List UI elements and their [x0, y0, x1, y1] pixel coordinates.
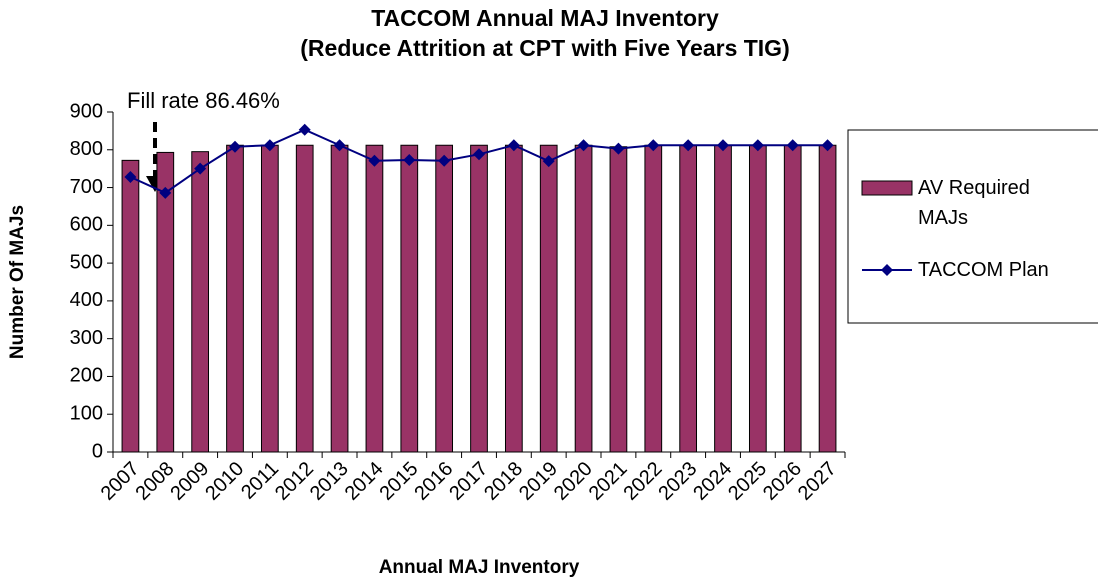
x-tick-label: 2013 — [306, 458, 353, 505]
line-marker — [368, 154, 381, 167]
bar — [644, 144, 663, 453]
bar — [295, 144, 314, 453]
line-marker — [507, 139, 520, 152]
line-marker — [333, 139, 346, 152]
legend-box — [847, 129, 1098, 324]
bar — [609, 146, 628, 453]
bar — [330, 144, 349, 453]
x-tick-label: 2021 — [585, 458, 632, 505]
x-tick-label: 2010 — [201, 458, 248, 505]
line-marker — [682, 139, 695, 152]
x-tick-label: 2024 — [689, 458, 736, 505]
line-marker — [263, 139, 276, 152]
x-tick-label: 2019 — [515, 458, 562, 505]
legend-label: TACCOM Plan — [918, 259, 1049, 281]
line-marker — [159, 186, 172, 199]
x-tick-label: 2022 — [620, 458, 667, 505]
x-axis-title: Annual MAJ Inventory — [379, 557, 580, 578]
line-marker — [473, 148, 485, 161]
chart-title: TACCOM Annual MAJ Inventory — [371, 5, 719, 31]
x-tick-label: 2017 — [445, 458, 492, 505]
bar — [191, 151, 210, 453]
bar — [783, 144, 802, 453]
bar — [818, 144, 837, 453]
bar — [748, 144, 767, 453]
line-marker — [298, 123, 311, 136]
y-axis-title: Number Of MAJs — [7, 205, 28, 359]
bar — [714, 144, 732, 453]
line-marker — [612, 142, 625, 155]
x-tick-label: 2014 — [341, 458, 388, 505]
legend-label: AV Required MAJs — [918, 177, 1030, 229]
line-marker — [577, 139, 590, 152]
legend-swatch — [861, 180, 913, 196]
x-tick-label: 2008 — [132, 458, 179, 505]
y-tick-label: 300 — [70, 327, 103, 349]
bar — [539, 144, 558, 453]
bar — [679, 144, 698, 453]
y-tick-label: 800 — [70, 138, 103, 160]
x-tick-label: 2016 — [410, 458, 457, 505]
line-marker — [438, 154, 451, 167]
x-tick-label: 2015 — [376, 458, 423, 505]
x-tick-label: 2018 — [480, 458, 527, 505]
legend-label-box: TACCOM Plan — [918, 259, 1049, 281]
line-marker — [194, 162, 207, 175]
line-marker — [821, 139, 834, 152]
y-tick-label: 100 — [70, 403, 103, 425]
x-tick-label: 2026 — [759, 458, 806, 505]
line-marker — [751, 139, 764, 152]
x-tick-label: 2009 — [166, 458, 213, 505]
y-tick-label: 200 — [70, 365, 103, 387]
y-tick-label: 700 — [70, 176, 103, 198]
line-marker — [542, 155, 555, 168]
line-marker — [647, 139, 660, 152]
y-tick-label: 0 — [92, 440, 103, 462]
y-tick-label: 500 — [70, 251, 103, 273]
bar — [121, 159, 140, 453]
line-marker — [786, 139, 799, 152]
bar — [260, 144, 279, 453]
y-tick-label: 400 — [70, 289, 103, 311]
chart-subtitle: (Reduce Attrition at CPT with Five Years… — [300, 35, 789, 61]
x-tick-label: 2027 — [794, 458, 841, 505]
legend-marker — [881, 264, 893, 276]
bar — [435, 144, 454, 453]
line-marker — [717, 139, 729, 152]
bar — [504, 144, 523, 453]
bar — [470, 144, 488, 453]
x-tick-label: 2025 — [724, 458, 771, 505]
annotation: Fill rate 86.46% — [127, 88, 280, 113]
line-marker — [229, 140, 241, 153]
bar — [574, 144, 593, 453]
bar — [226, 144, 244, 453]
x-tick-label: 2023 — [654, 458, 701, 505]
line-marker — [403, 153, 416, 166]
legend-label-box: AV Required MAJs — [918, 177, 1030, 229]
x-tick-label: 2007 — [97, 458, 144, 505]
y-tick-label: 900 — [70, 100, 103, 122]
y-tick-label: 600 — [70, 214, 103, 236]
x-tick-label: 2020 — [550, 458, 597, 505]
bar — [156, 151, 175, 453]
bar — [400, 144, 419, 453]
bar — [365, 144, 384, 453]
line-marker — [124, 170, 137, 183]
x-tick-label: 2012 — [271, 458, 318, 505]
x-tick-label: 2011 — [237, 458, 283, 504]
